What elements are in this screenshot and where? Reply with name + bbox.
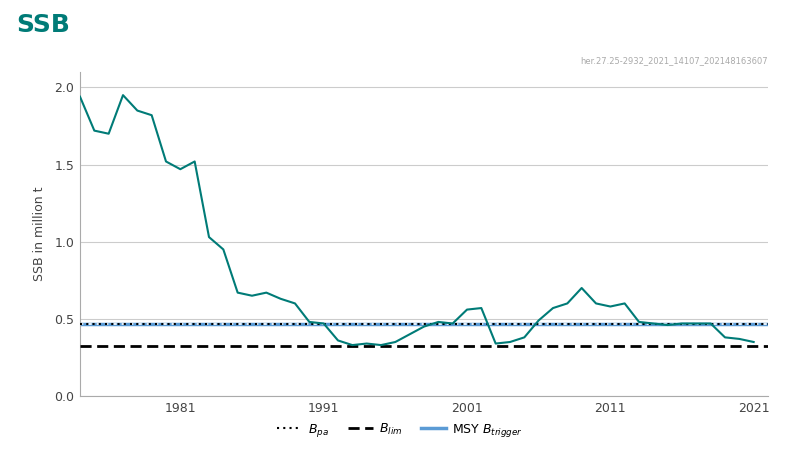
Y-axis label: SSB in million t: SSB in million t	[33, 187, 46, 281]
Text: her.27.25-2932_2021_14107_202148163607: her.27.25-2932_2021_14107_202148163607	[580, 57, 768, 66]
Legend: $B_{pa}$, $B_{lim}$, MSY $B_{trigger}$: $B_{pa}$, $B_{lim}$, MSY $B_{trigger}$	[272, 417, 528, 444]
Text: SSB: SSB	[16, 14, 70, 37]
